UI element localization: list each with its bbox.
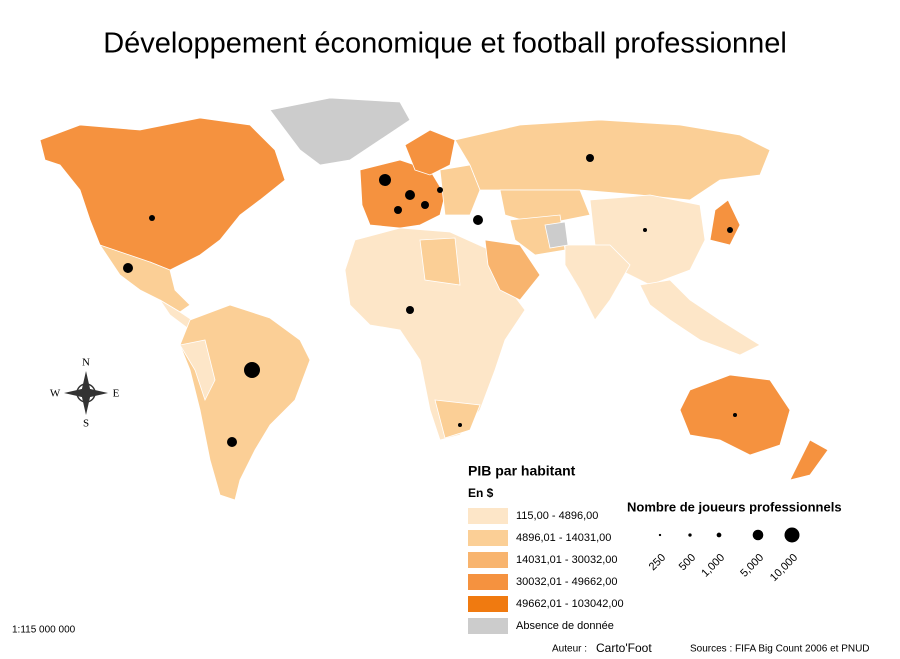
- size-circle: [688, 533, 692, 537]
- land-north-africa: [419, 237, 461, 286]
- legend-swatch: [468, 530, 508, 546]
- land-no-data-asia: [544, 221, 569, 249]
- legend-label: Absence de donnée: [516, 620, 614, 632]
- player-circle: [405, 190, 415, 200]
- legend-swatch: [468, 552, 508, 568]
- legend-unit: En $: [468, 486, 494, 500]
- legend-label: 115,00 - 4896,00: [516, 510, 598, 522]
- player-circle: [421, 201, 429, 209]
- compass: N S E W: [50, 357, 120, 430]
- gdp-legend: PIB par habitant En $ 115,00 - 4896,00 48…: [468, 463, 624, 634]
- player-circle: [379, 174, 391, 186]
- player-circle: [244, 362, 260, 378]
- world-map: [39, 97, 829, 501]
- legend-swatch: [468, 618, 508, 634]
- player-circle: [733, 413, 737, 417]
- player-circle: [437, 187, 443, 193]
- legend-label: 30032,01 - 49662,00: [516, 576, 618, 588]
- size-label: 500: [677, 552, 698, 573]
- compass-w: W: [50, 388, 61, 400]
- compass-s: S: [83, 418, 89, 430]
- player-legend: Nombre de joueurs professionnels 250 500 1…: [627, 499, 842, 584]
- compass-ring: [76, 383, 96, 403]
- land-new-zealand: [789, 439, 829, 481]
- author-label: Auteur :: [552, 644, 587, 655]
- legend-title: PIB par habitant: [468, 463, 576, 479]
- land-india: [564, 244, 631, 321]
- player-circles: [123, 154, 737, 447]
- land-andes: [179, 339, 216, 402]
- legend-label: 49662,01 - 103042,00: [516, 598, 624, 610]
- player-circle: [227, 437, 237, 447]
- size-label: 1,000: [699, 552, 727, 580]
- size-circle: [752, 529, 764, 541]
- size-label: 250: [647, 552, 668, 573]
- size-circle: [716, 532, 722, 538]
- legend-title: Nombre de joueurs professionnels: [627, 499, 842, 514]
- legend-swatch: [468, 574, 508, 590]
- size-label: 5,000: [738, 552, 766, 580]
- player-circle: [473, 215, 483, 225]
- author-name: Carto'Foot: [596, 641, 652, 655]
- size-circle: [784, 527, 800, 543]
- scale: 1:115 000 000: [12, 625, 76, 636]
- player-circle: [727, 227, 733, 233]
- sources: Sources : FIFA Big Count 2006 et PNUD: [690, 644, 870, 655]
- compass-rose: [64, 371, 108, 415]
- size-circle: [658, 533, 662, 537]
- player-circle: [458, 423, 462, 427]
- land-south-africa: [434, 399, 481, 439]
- land-scandinavia: [404, 129, 456, 176]
- land-mexico: [99, 244, 191, 313]
- player-circle: [123, 263, 133, 273]
- player-circle: [149, 215, 155, 221]
- land-russia: [454, 119, 771, 201]
- legend-swatch: [468, 508, 508, 524]
- player-circle: [406, 306, 414, 314]
- legend-label: 14031,01 - 30032,00: [516, 554, 618, 566]
- land-arabia: [484, 239, 541, 301]
- legend-swatch: [468, 596, 508, 612]
- map-title: Développement économique et football pro…: [103, 28, 787, 60]
- land-europe-east: [439, 164, 481, 216]
- land-central-asia: [499, 189, 591, 226]
- compass-e: E: [113, 388, 120, 400]
- legend-label: 4896,01 - 14031,00: [516, 532, 611, 544]
- land-no-data: [269, 97, 411, 166]
- land-japan: [709, 199, 741, 246]
- player-circle: [394, 206, 402, 214]
- compass-n: N: [82, 357, 90, 369]
- land-south-america: [179, 304, 311, 501]
- player-circle: [643, 228, 647, 232]
- land-north-america: [39, 117, 286, 271]
- land-southeast-asia: [639, 279, 761, 356]
- size-label: 10,000: [768, 552, 800, 584]
- player-circle: [586, 154, 594, 162]
